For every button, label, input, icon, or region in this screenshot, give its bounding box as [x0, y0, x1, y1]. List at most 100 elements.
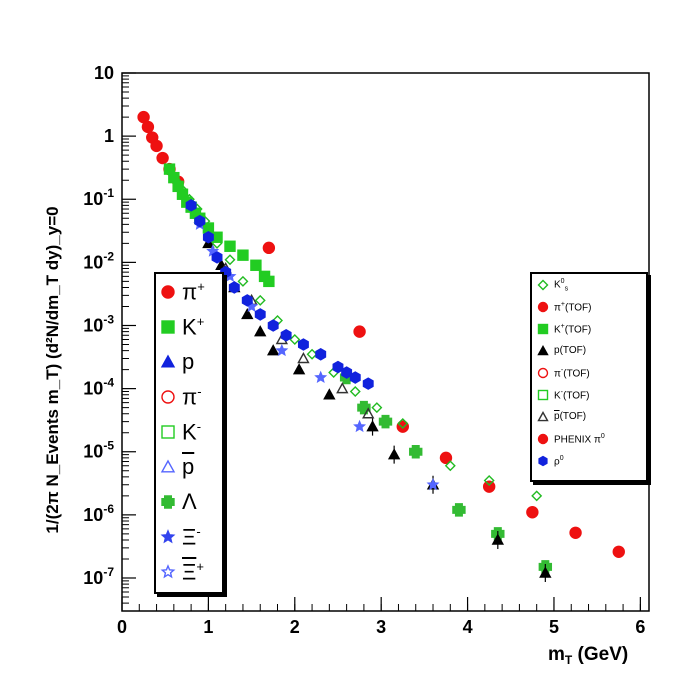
- x-tick-label: 1: [203, 617, 213, 637]
- axis-ticks: [121, 72, 641, 612]
- data-point: [241, 294, 253, 307]
- legend-right-item: ρ0: [532, 450, 646, 472]
- data-point: [353, 419, 367, 433]
- data-point: [409, 445, 423, 459]
- data-point: [366, 420, 379, 432]
- y-tick-label: 10-3: [83, 312, 114, 335]
- legend-marker: [537, 301, 549, 313]
- data-point: [349, 371, 361, 384]
- legend-marker-shape: [160, 563, 176, 578]
- data-point: [341, 366, 353, 379]
- legend-right-item: PHENIX π0: [532, 428, 646, 450]
- legend-marker: [537, 345, 549, 356]
- data-point: [241, 307, 254, 320]
- data-point: [526, 506, 539, 519]
- data-point: [612, 545, 625, 558]
- legend-marker-shape: [537, 323, 549, 335]
- legend-label: p(TOF): [554, 345, 587, 356]
- legend-right-item: π-(TOF): [532, 362, 646, 384]
- data-points: [137, 110, 625, 582]
- y-tick-label: 10: [94, 63, 114, 83]
- x-tick-label: 3: [376, 617, 386, 637]
- data-point: [228, 281, 240, 294]
- x-tick-label: 0: [117, 617, 127, 637]
- legend-label: π-: [182, 383, 202, 410]
- legend-label: PHENIX π0: [554, 432, 605, 446]
- data-point: [141, 120, 155, 134]
- legend-label: K-: [182, 418, 202, 445]
- legend-marker: [537, 411, 549, 422]
- y-axis-label: 1/(2π N_Events m_T) (d²N/dm_T dy)_y=0: [43, 206, 62, 533]
- y-tick-label: 10-7: [83, 565, 114, 588]
- data-point: [539, 566, 552, 578]
- data-point: [314, 370, 328, 384]
- data-point: [387, 448, 401, 460]
- legend-marker: [537, 323, 549, 335]
- legend-right-item: p(TOF): [532, 406, 646, 428]
- y-tick-label: 10-4: [83, 376, 114, 399]
- legend-label: p: [182, 453, 195, 479]
- legend-marker-shape: [161, 494, 175, 509]
- legend-marker-shape: [537, 433, 549, 445]
- legend-left-item: π-: [156, 379, 222, 414]
- legend-marker-shape: [160, 354, 176, 368]
- data-point: [452, 503, 466, 517]
- legend-marker: [538, 455, 548, 467]
- data-point: [224, 254, 236, 266]
- data-point: [569, 526, 582, 539]
- legend-marker: [161, 389, 175, 404]
- data-point: [315, 347, 327, 361]
- legend-left-item: Λ: [156, 484, 222, 519]
- legend-marker: [161, 424, 175, 439]
- data-point: [211, 251, 223, 264]
- data-point: [482, 480, 496, 493]
- data-point: [349, 386, 361, 397]
- data-point: [194, 214, 206, 228]
- data-point: [439, 451, 453, 465]
- data-point: [263, 275, 275, 288]
- legend-marker-shape: [537, 367, 549, 379]
- data-point: [185, 199, 197, 212]
- data-point: [362, 407, 375, 419]
- data-point: [378, 414, 393, 429]
- data-point: [156, 151, 169, 165]
- x-tick-label: 2: [290, 617, 300, 637]
- data-point: [237, 249, 249, 261]
- data-point: [262, 241, 276, 255]
- legend-label: π+(TOF): [554, 300, 592, 314]
- legend-left-item: π+: [156, 274, 222, 309]
- data-point: [250, 259, 262, 271]
- legend-label: K-(TOF): [554, 388, 590, 402]
- y-tick-label: 10-2: [83, 249, 114, 272]
- data-point: [396, 420, 409, 433]
- legend-left-item: Ξ-: [156, 519, 222, 554]
- legend-right: K0s π+(TOF) K+(TOF) p(TOF) π-(TOF) K-(TOF) p(T…: [530, 272, 648, 482]
- legend-label: p(TOF): [554, 411, 587, 422]
- legend-marker-shape: [537, 411, 549, 422]
- legend-label: K0s: [554, 277, 569, 293]
- data-point: [531, 490, 543, 502]
- data-point: [254, 308, 266, 321]
- legend-marker: [161, 494, 175, 509]
- legend-left-item: K+: [156, 309, 222, 344]
- y-tick-label: 10-1: [83, 186, 114, 209]
- data-point: [275, 343, 289, 357]
- legend-marker: [537, 433, 549, 445]
- x-axis-label: mT (GeV): [548, 644, 628, 667]
- legend-label: Ξ+: [182, 558, 204, 585]
- legend-marker-shape: [161, 389, 175, 404]
- data-point: [280, 328, 292, 342]
- data-point: [306, 348, 318, 360]
- data-point: [323, 388, 336, 400]
- legend-marker-shape: [538, 455, 548, 467]
- data-point: [150, 139, 163, 153]
- legend-marker: [161, 284, 175, 299]
- legend-marker: [537, 367, 549, 379]
- data-point: [202, 230, 214, 244]
- legend-marker: [537, 389, 549, 401]
- data-point: [444, 460, 456, 472]
- legend-label: ρ0: [554, 454, 564, 468]
- legend-label: π+: [182, 278, 205, 305]
- data-point: [491, 533, 505, 545]
- data-point: [336, 382, 349, 394]
